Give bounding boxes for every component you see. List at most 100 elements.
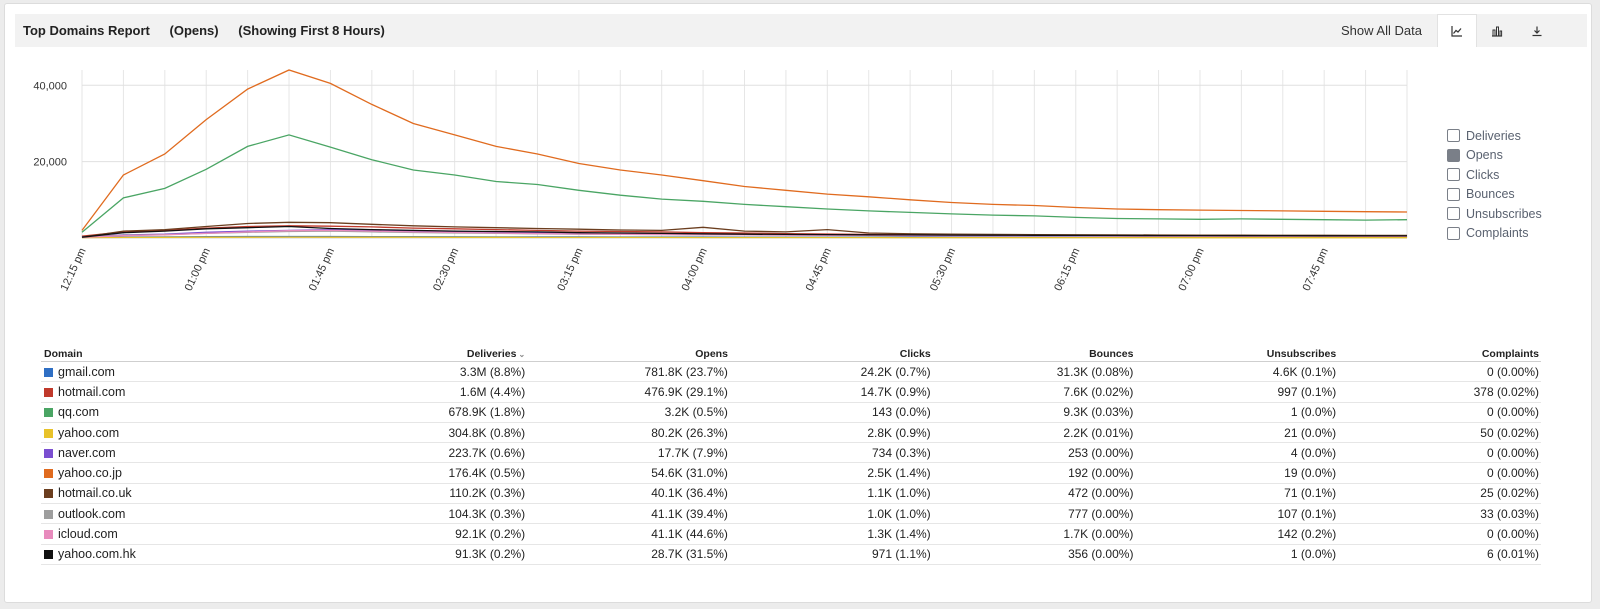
series-line-qq-com [81, 134, 1408, 233]
x-tick-label: 02:30 pm [431, 246, 461, 293]
download-button[interactable] [1517, 14, 1557, 47]
unsubscribes-cell: 1 (0.0%) [1135, 544, 1339, 565]
complaints-cell: 0 (0.00%) [1338, 523, 1541, 545]
legend-checkbox[interactable] [1447, 168, 1460, 182]
table-row: naver.com 223.7K (0.6%) 17.7K (7.9%) 734 (0… [41, 442, 1541, 464]
report-title: Top Domains Report (Opens) (Showing Firs… [23, 23, 401, 38]
sort-descending-icon: ⌄ [518, 350, 526, 359]
legend-label: Bounces [1466, 187, 1515, 202]
legend-label: Unsubscribes [1466, 206, 1542, 221]
column-header-complaints[interactable]: Complaints [1338, 348, 1541, 362]
legend-item-deliveries[interactable]: Deliveries [1447, 126, 1542, 146]
legend-checkbox[interactable] [1447, 187, 1460, 201]
show-all-data-link[interactable]: Show All Data [1341, 23, 1422, 38]
domain-cell: icloud.com [41, 523, 344, 545]
domain-color-swatch [44, 530, 53, 540]
x-tick-label: 04:45 pm [804, 246, 834, 293]
clicks-cell: 2.5K (1.4%) [729, 462, 933, 484]
table-row: yahoo.com.hk 91.3K (0.2%) 28.7K (31.5%) 971… [41, 544, 1541, 565]
bounces-cell: 2.2K (0.01%) [932, 422, 1136, 444]
domain-label: outlook.com [58, 506, 126, 521]
table-row: yahoo.co.jp 176.4K (0.5%) 54.6K (31.0%) 2.5… [41, 462, 1541, 484]
series-line-yahoo-com-hk [81, 225, 1408, 238]
domain-cell: hotmail.co.uk [41, 483, 344, 505]
x-tick-label: 06:15 pm [1052, 246, 1082, 293]
column-header-deliveries-label: Deliveries [466, 348, 517, 360]
bounces-cell: 777 (0.00%) [932, 503, 1136, 525]
deliveries-cell: 304.8K (0.8%) [343, 422, 528, 444]
legend-item-unsubscribes[interactable]: Unsubscribes [1447, 204, 1542, 224]
legend-checkbox[interactable] [1447, 226, 1460, 240]
legend-label: Complaints [1466, 226, 1529, 241]
domain-cell: naver.com [41, 442, 344, 464]
bounces-cell: 31.3K (0.08%) [932, 361, 1136, 383]
series-line-yahoo-co-jp [81, 69, 1408, 231]
column-header-clicks[interactable]: Clicks [729, 348, 933, 362]
legend-item-complaints[interactable]: Complaints [1447, 224, 1542, 244]
table-row: outlook.com 104.3K (0.3%) 41.1K (39.4%) 1.0… [41, 503, 1541, 525]
bounces-cell: 1.7K (0.00%) [932, 523, 1136, 545]
legend-label: Clicks [1466, 167, 1500, 182]
report-header: Top Domains Report (Opens) (Showing Firs… [15, 14, 1587, 47]
unsubscribes-cell: 71 (0.1%) [1135, 483, 1339, 505]
complaints-cell: 50 (0.02%) [1338, 422, 1541, 444]
chart-legend: Deliveries Opens Clicks Bounces Unsubscribes… [1447, 126, 1542, 243]
legend-item-clicks[interactable]: Clicks [1447, 165, 1542, 185]
x-tick-label: 03:15 pm [555, 246, 585, 293]
clicks-cell: 143 (0.0%) [729, 402, 933, 423]
opens-cell: 28.7K (31.5%) [527, 544, 730, 565]
clicks-cell: 1.0K (1.0%) [729, 503, 933, 525]
legend-checkbox[interactable] [1447, 148, 1460, 162]
report-card: Top Domains Report (Opens) (Showing Firs… [4, 3, 1592, 603]
bar-chart-icon [1492, 26, 1503, 37]
legend-checkbox[interactable] [1447, 129, 1460, 143]
opens-cell: 41.1K (44.6%) [527, 523, 730, 545]
x-tick-label: 12:15 pm [58, 246, 88, 293]
column-header-unsubscribes[interactable]: Unsubscribes [1135, 348, 1339, 362]
legend-item-opens[interactable]: Opens [1447, 146, 1542, 166]
table-row: hotmail.co.uk 110.2K (0.3%) 40.1K (36.4%) 1… [41, 483, 1541, 505]
domain-label: naver.com [58, 445, 116, 460]
deliveries-cell: 1.6M (4.4%) [343, 381, 528, 403]
y-tick-label: 40,000 [33, 80, 67, 92]
legend-label: Opens [1466, 148, 1503, 163]
domain-label: yahoo.co.jp [58, 466, 122, 481]
report-title-text: Top Domains Report [23, 23, 150, 38]
clicks-cell: 971 (1.1%) [729, 544, 933, 565]
deliveries-cell: 678.9K (1.8%) [343, 402, 528, 423]
deliveries-cell: 92.1K (0.2%) [343, 523, 528, 545]
legend-checkbox[interactable] [1447, 207, 1460, 221]
domain-color-swatch [44, 367, 53, 377]
clicks-cell: 734 (0.3%) [729, 442, 933, 464]
unsubscribes-cell: 4 (0.0%) [1135, 442, 1339, 464]
domain-label: yahoo.com [58, 425, 120, 440]
legend-item-bounces[interactable]: Bounces [1447, 185, 1542, 205]
report-metric: (Opens) [169, 23, 219, 38]
clicks-cell: 14.7K (0.9%) [729, 381, 933, 403]
table-row: qq.com 678.9K (1.8%) 3.2K (0.5%) 143 (0.0%)… [41, 402, 1541, 423]
column-header-domain[interactable]: Domain [41, 348, 344, 362]
bounces-cell: 192 (0.00%) [932, 462, 1136, 484]
deliveries-cell: 3.3M (8.8%) [343, 361, 528, 383]
complaints-cell: 33 (0.03%) [1338, 503, 1541, 525]
line-chart-icon [1451, 26, 1462, 37]
bounces-cell: 7.6K (0.02%) [932, 381, 1136, 403]
opens-cell: 17.7K (7.9%) [527, 442, 730, 464]
column-header-deliveries[interactable]: Deliveries ⌄ [343, 348, 528, 362]
x-tick-label: 07:00 pm [1176, 246, 1206, 293]
x-tick-label: 07:45 pm [1301, 246, 1331, 293]
table-row: hotmail.com 1.6M (4.4%) 476.9K (29.1%) 14.7… [41, 381, 1541, 403]
domain-cell: gmail.com [41, 361, 344, 383]
legend-label: Deliveries [1466, 128, 1521, 143]
unsubscribes-cell: 1 (0.0%) [1135, 402, 1339, 423]
column-header-bounces[interactable]: Bounces [932, 348, 1136, 362]
opens-cell: 3.2K (0.5%) [527, 402, 730, 423]
x-tick-label: 01:00 pm [183, 246, 213, 293]
unsubscribes-cell: 142 (0.2%) [1135, 523, 1339, 545]
series-line-yahoo-com [81, 236, 1407, 239]
opens-cell: 476.9K (29.1%) [527, 381, 730, 403]
domain-label: qq.com [58, 405, 99, 420]
column-header-opens[interactable]: Opens [527, 348, 730, 362]
line-chart-button[interactable] [1437, 14, 1477, 47]
bar-chart-button[interactable] [1477, 14, 1517, 47]
